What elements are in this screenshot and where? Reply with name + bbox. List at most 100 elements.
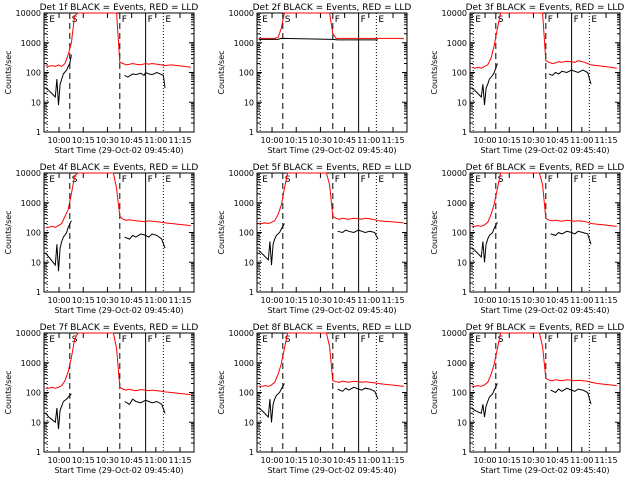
panel-title: Det 7f BLACK = Events, RED = LLD bbox=[40, 323, 199, 333]
x-tick-label: 11:15 bbox=[168, 296, 191, 305]
x-tick-label: 10:30 bbox=[309, 296, 332, 305]
marker-label: F bbox=[122, 175, 127, 185]
y-tick-label: 10000 bbox=[442, 169, 467, 178]
y-tick-label: 10 bbox=[31, 258, 41, 267]
x-tick-label: 11:00 bbox=[357, 456, 380, 465]
y-tick-label: 1 bbox=[36, 448, 41, 457]
x-tick-label: 11:15 bbox=[594, 136, 617, 145]
marker-label: F bbox=[335, 335, 340, 345]
x-tick-label: 11:15 bbox=[168, 136, 191, 145]
x-tick-label: 10:30 bbox=[309, 456, 332, 465]
y-tick-label: 10 bbox=[457, 418, 467, 427]
y-tick-label: 10000 bbox=[229, 169, 254, 178]
panel-title: Det 1f BLACK = Events, RED = LLD bbox=[40, 3, 199, 13]
marker-label: F bbox=[148, 175, 153, 185]
marker-label: E bbox=[262, 175, 268, 185]
marker-label: F bbox=[574, 335, 579, 345]
y-tick-label: 1000 bbox=[447, 39, 467, 48]
marker-label: E bbox=[475, 175, 481, 185]
y-tick-label: 10 bbox=[244, 258, 254, 267]
panel-7f: Det 7f BLACK = Events, RED = LLD 1 10 100 10… bbox=[4, 323, 198, 475]
y-axis-label: Counts/sec bbox=[4, 50, 13, 94]
x-tick-label: 10:00 bbox=[48, 296, 71, 305]
y-tick-label: 10 bbox=[457, 98, 467, 107]
marker-label: E bbox=[262, 335, 268, 345]
x-tick-label: 11:00 bbox=[357, 296, 380, 305]
panel-9f: Det 9f BLACK = Events, RED = LLD 1 10 100 10… bbox=[430, 323, 624, 475]
y-tick-label: 100 bbox=[452, 389, 467, 398]
marker-label: S bbox=[498, 335, 504, 345]
marker-label: F bbox=[574, 175, 579, 185]
x-tick-label: 10:15 bbox=[72, 296, 95, 305]
marker-label: E bbox=[378, 335, 384, 345]
panel-4f: Det 4f BLACK = Events, RED = LLD 1 10 100 10… bbox=[4, 163, 198, 315]
y-tick-label: 10 bbox=[244, 98, 254, 107]
x-tick-label: 10:00 bbox=[474, 296, 497, 305]
y-tick-label: 1000 bbox=[21, 359, 41, 368]
plot-frame bbox=[469, 12, 621, 133]
marker-label: F bbox=[335, 15, 340, 25]
x-axis-label: Start Time (29-Oct-02 09:45:40) bbox=[267, 146, 396, 155]
marker-label: F bbox=[574, 15, 579, 25]
x-tick-label: 10:15 bbox=[72, 136, 95, 145]
x-tick-label: 10:15 bbox=[498, 456, 521, 465]
y-axis-label: Counts/sec bbox=[217, 210, 226, 254]
marker-label: E bbox=[165, 15, 171, 25]
x-tick-label: 10:30 bbox=[522, 136, 545, 145]
marker-label: F bbox=[548, 335, 553, 345]
x-tick-label: 10:00 bbox=[474, 456, 497, 465]
marker-label: E bbox=[49, 335, 55, 345]
marker-label: F bbox=[122, 335, 127, 345]
marker-label: S bbox=[72, 175, 78, 185]
marker-label: F bbox=[122, 15, 127, 25]
marker-label: E bbox=[165, 175, 171, 185]
y-tick-label: 1 bbox=[249, 288, 254, 297]
x-axis-label: Start Time (29-Oct-02 09:45:40) bbox=[54, 146, 183, 155]
x-tick-label: 11:00 bbox=[570, 136, 593, 145]
panel-6f: Det 6f BLACK = Events, RED = LLD 1 10 100 10… bbox=[430, 163, 624, 315]
y-axis-label: Counts/sec bbox=[217, 50, 226, 94]
marker-label: F bbox=[548, 15, 553, 25]
panel-title: Det 9f BLACK = Events, RED = LLD bbox=[466, 323, 625, 333]
marker-label: E bbox=[475, 335, 481, 345]
y-tick-label: 10 bbox=[457, 258, 467, 267]
events-series-line bbox=[471, 383, 592, 418]
y-tick-label: 100 bbox=[239, 69, 254, 78]
x-tick-label: 11:15 bbox=[594, 296, 617, 305]
y-tick-label: 100 bbox=[452, 69, 467, 78]
y-tick-label: 1000 bbox=[447, 199, 467, 208]
panel-title: Det 8f BLACK = Events, RED = LLD bbox=[253, 323, 412, 333]
marker-label: E bbox=[49, 175, 55, 185]
y-tick-label: 10000 bbox=[229, 9, 254, 18]
y-tick-label: 1 bbox=[249, 448, 254, 457]
marker-label: F bbox=[548, 175, 553, 185]
y-tick-label: 10000 bbox=[229, 329, 254, 338]
y-axis-label: Counts/sec bbox=[430, 370, 439, 414]
y-tick-label: 1 bbox=[462, 128, 467, 137]
x-tick-label: 10:15 bbox=[498, 296, 521, 305]
panel-1f: Det 1f BLACK = Events, RED = LLD 1 10 100 10… bbox=[4, 3, 198, 155]
marker-label: S bbox=[498, 15, 504, 25]
x-tick-label: 10:45 bbox=[333, 296, 356, 305]
panel-3f: Det 3f BLACK = Events, RED = LLD 1 10 100 10… bbox=[430, 3, 624, 155]
x-tick-label: 10:15 bbox=[285, 296, 308, 305]
x-tick-label: 10:45 bbox=[546, 296, 569, 305]
marker-label: S bbox=[285, 335, 291, 345]
marker-label: E bbox=[475, 15, 481, 25]
panel-title: Det 2f BLACK = Events, RED = LLD bbox=[253, 3, 412, 13]
x-tick-label: 11:00 bbox=[144, 456, 167, 465]
y-tick-label: 1 bbox=[462, 288, 467, 297]
marker-label: S bbox=[285, 175, 291, 185]
marker-label: E bbox=[262, 15, 268, 25]
x-tick-label: 11:15 bbox=[381, 456, 404, 465]
events-series-line bbox=[471, 222, 592, 263]
x-axis-label: Start Time (29-Oct-02 09:45:40) bbox=[480, 306, 609, 315]
x-tick-label: 10:30 bbox=[96, 136, 119, 145]
x-axis-label: Start Time (29-Oct-02 09:45:40) bbox=[54, 466, 183, 475]
y-tick-label: 10000 bbox=[442, 9, 467, 18]
x-tick-label: 10:30 bbox=[522, 296, 545, 305]
marker-label: E bbox=[591, 15, 597, 25]
y-tick-label: 1 bbox=[36, 288, 41, 297]
